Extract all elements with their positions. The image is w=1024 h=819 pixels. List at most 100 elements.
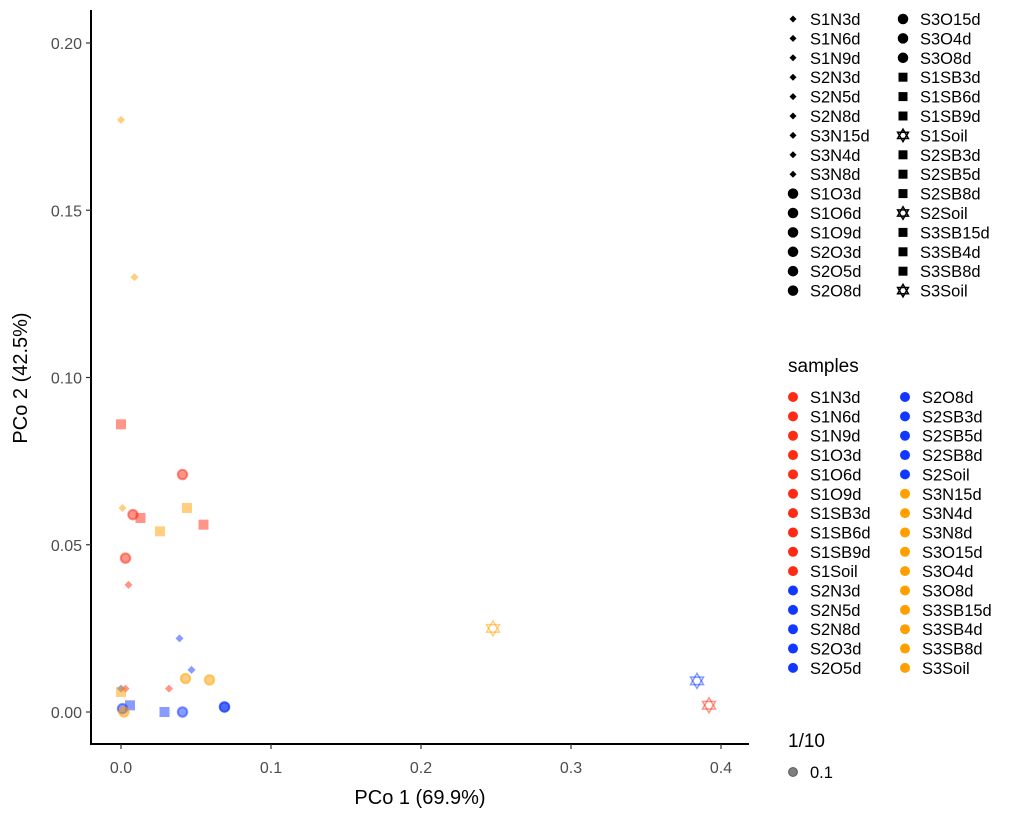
shape-legend-label: S1N6d: [810, 30, 860, 48]
color-legend-label: S3N8d: [922, 524, 972, 542]
color-legend-label: S2N3d: [810, 583, 860, 601]
color-legend-label: S1O9d: [810, 486, 861, 504]
data-point: [124, 580, 133, 589]
color-legend-label: S1SB6d: [810, 524, 871, 542]
color-legend-key: [788, 604, 798, 615]
color-legend-key: [788, 450, 798, 461]
color-legend-label: S3O8d: [922, 583, 973, 601]
color-legend-label: S2O8d: [922, 389, 973, 407]
color-legend-label: S3Soil: [922, 660, 970, 678]
shape-legend-label: S2Soil: [920, 205, 968, 223]
color-legend-key: [788, 662, 798, 673]
data-point: [130, 273, 139, 282]
data-point: [118, 503, 127, 512]
shape-legend-key: [897, 13, 909, 25]
x-tick-label: 0.4: [710, 760, 732, 777]
data-point: [135, 512, 146, 523]
color-legend-label: S1O3d: [810, 447, 861, 465]
color-legend-key: [788, 411, 798, 422]
y-tick-label: 0.10: [51, 371, 82, 388]
shape-legend-label: S1O6d: [810, 205, 861, 223]
shape-legend-label: S2SB8d: [920, 186, 981, 204]
color-legend-key: [900, 469, 910, 480]
x-axis-title: PCo 1 (69.9%): [354, 787, 485, 809]
color-legend-key: [788, 488, 798, 499]
color-legend-key: [788, 546, 798, 557]
data-point: [485, 619, 501, 638]
color-legend-key: [900, 450, 910, 461]
shape-legend-key: [898, 189, 908, 199]
color-legend-label: S1O6d: [810, 466, 861, 484]
color-legend-label: S1Soil: [810, 563, 858, 581]
color-legend-label: S3SB8d: [922, 641, 983, 659]
color-legend-key: [900, 662, 910, 673]
alpha-legend-label: 0.1: [810, 764, 833, 782]
color-legend-label: S1SB9d: [810, 544, 871, 562]
color-legend-key: [900, 643, 910, 654]
shape-legend-label: S2SB5d: [920, 166, 981, 184]
x-tick-label: 0.3: [560, 760, 582, 777]
shape-legend-label: S2N5d: [810, 89, 860, 107]
color-legend-label: S2SB3d: [922, 408, 983, 426]
color-legend-label: S1N3d: [810, 389, 860, 407]
shape-legend-label: S3N15d: [810, 127, 870, 145]
color-legend-key: [788, 566, 798, 577]
color-legend-label: S1SB3d: [810, 505, 871, 523]
color-legend-key: [900, 566, 910, 577]
shape-legend-label: S1Soil: [920, 127, 968, 145]
shape-legend-key: [789, 93, 797, 101]
shape-legend-key: [787, 285, 799, 296]
data-point: [176, 706, 189, 718]
color-legend-label: S1N6d: [810, 408, 860, 426]
color-legend-label: S2SB5d: [922, 428, 983, 446]
shape-legend-key: [789, 170, 797, 178]
color-legend-key: [788, 643, 798, 654]
points-layer: [116, 115, 717, 718]
shape-legend-label: S2N8d: [810, 108, 860, 126]
x-tick-label: 0.2: [410, 760, 432, 777]
shape-legend-label: S2O3d: [810, 244, 861, 262]
color-legend-label: S3SB15d: [922, 602, 992, 620]
shape-legend-key: [896, 127, 910, 144]
data-point: [175, 634, 184, 643]
data-point: [117, 115, 125, 124]
shape-legend-key: [898, 150, 908, 160]
shape-legend-key: [789, 151, 797, 159]
shape-legend-label: S1SB6d: [920, 89, 981, 107]
y-axis-title: PCo 2 (42.5%): [10, 312, 32, 443]
color-legend-key: [900, 392, 910, 402]
color-legend-title: samples: [788, 356, 859, 377]
shape-legend-label: S1SB3d: [920, 69, 981, 87]
alpha-legend-key: [788, 767, 798, 777]
shape-legend-key: [898, 92, 908, 102]
color-legend-key: [788, 585, 798, 596]
color-legend-label: S2O5d: [810, 660, 861, 678]
shape-legend-label: S2N3d: [810, 69, 860, 87]
shape-legend-label: S1N9d: [810, 50, 860, 68]
shape-legend-key: [896, 205, 910, 221]
data-point: [689, 671, 705, 690]
data-point: [116, 686, 126, 697]
color-legend-label: S2N5d: [810, 602, 860, 620]
data-point: [187, 665, 196, 674]
shape-legend-key: [898, 169, 908, 179]
data-point: [125, 700, 135, 711]
shape-legend-key: [898, 111, 908, 121]
y-tick-label: 0.15: [51, 203, 82, 220]
ticks-layer: 0.0 0.1 0.2 0.3 0.4 0.00 0.05 0.10 0.15 0.20: [51, 36, 732, 777]
color-legend-label: S3O15d: [922, 544, 983, 562]
shape-legend-label: S3SB8d: [920, 263, 981, 281]
data-point: [155, 526, 165, 537]
color-legend-label: S3SB4d: [922, 621, 983, 639]
shape-legend-key: [787, 246, 799, 258]
color-legend-label: S2SB8d: [922, 447, 983, 465]
data-point: [701, 696, 717, 715]
shape-legend-label: S2SB3d: [920, 147, 981, 165]
shape-legend-label: S2O5d: [810, 263, 861, 281]
shape-legend-key: [789, 73, 797, 81]
shape-legend-key: [896, 282, 910, 299]
color-legend-key: [788, 430, 798, 441]
color-legend-label: S2N8d: [810, 621, 860, 639]
